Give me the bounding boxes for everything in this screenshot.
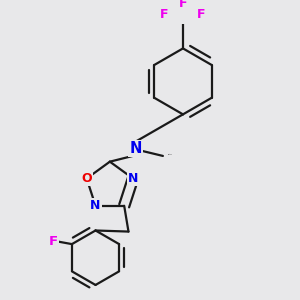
Text: N: N bbox=[130, 141, 142, 156]
Text: F: F bbox=[179, 0, 187, 11]
Text: O: O bbox=[81, 172, 92, 185]
Text: N: N bbox=[90, 199, 101, 212]
Text: F: F bbox=[160, 8, 169, 20]
Text: F: F bbox=[197, 8, 206, 20]
Text: F: F bbox=[49, 235, 58, 248]
Text: methyl: methyl bbox=[168, 154, 173, 155]
Text: N: N bbox=[128, 172, 138, 185]
